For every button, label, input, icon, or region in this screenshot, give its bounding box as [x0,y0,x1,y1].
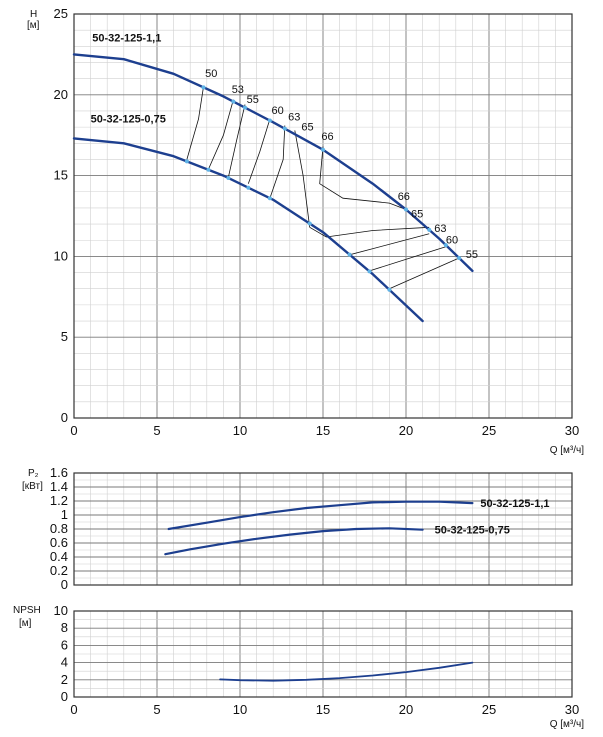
y-tick-label: 10 [54,603,68,618]
plot-frame [73,610,573,698]
y-tick-label: 2 [61,672,68,687]
h-axis-title: H [30,9,37,20]
series-label: 50-32-125-1,1 [92,32,161,44]
plot-frame [73,13,573,419]
efficiency-label: 53 [232,84,244,96]
efficiency-line [269,125,286,199]
x-tick-label: 0 [70,423,77,438]
efficiency-label: 63 [434,223,446,235]
npsh-axis-title: NPSH [13,605,41,616]
data-point [184,159,189,164]
y-tick-label: 6 [61,637,68,652]
series-line [167,500,474,531]
x-tick-label: 25 [482,423,496,438]
y-tick-label: 15 [54,168,68,183]
series-label: 50-32-125-1,1 [480,498,549,510]
y-tick-label: 0.2 [50,563,68,578]
efficiency-label: 66 [398,191,410,203]
efficiency-label: 63 [288,112,300,124]
h-axis-unit: [м] [27,20,40,31]
efficiency-line [319,146,407,210]
x-tick-label: 30 [565,702,579,717]
y-tick-label: 25 [54,6,68,21]
y-tick-label: 4 [61,655,68,670]
data-point [457,256,462,261]
q-axis-label-bottom: Q [м³/ч] [550,719,585,730]
q-axis-label-top: Q [м³/ч] [550,445,585,456]
efficiency-line [309,226,430,238]
efficiency-line [349,233,430,256]
npsh-axis-unit: [м] [19,618,32,629]
data-point [443,243,448,248]
data-point [201,85,206,90]
efficiency-label: 60 [446,234,458,246]
p-axis-title: P₂ [28,468,39,479]
x-tick-label: 25 [482,702,496,717]
efficiency-label: 66 [321,131,333,143]
data-point [226,176,231,181]
x-tick-label: 20 [399,702,413,717]
data-point [367,269,372,274]
data-point [246,185,251,190]
x-tick-label: 15 [316,702,330,717]
efficiency-line [208,99,234,170]
series-line [164,527,424,556]
x-tick-label: 5 [153,702,160,717]
x-tick-label: 20 [399,423,413,438]
data-point [427,227,432,232]
x-tick-label: 15 [316,423,330,438]
plot-frame [73,472,573,586]
data-point [404,207,408,212]
data-point [267,196,272,201]
efficiency-line [247,118,271,184]
series-line [72,53,474,273]
x-tick-label: 0 [70,702,77,717]
y-tick-label: 0.6 [50,535,68,550]
x-tick-label: 30 [565,423,579,438]
efficiency-line [186,86,204,160]
efficiency-label: 55 [466,249,478,261]
p-axis-unit: [кВт] [22,481,43,492]
x-tick-label: 10 [233,423,247,438]
efficiency-label: 60 [272,105,284,117]
y-tick-label: 0 [61,410,68,425]
series-line [219,661,474,682]
y-tick-label: 0.4 [50,549,68,564]
x-tick-label: 10 [233,702,247,717]
efficiency-label: 55 [247,94,259,106]
series-label: 50-32-125-0,75 [435,525,510,537]
x-tick-label: 5 [153,423,160,438]
series-line [72,137,424,323]
efficiency-label: 65 [301,121,313,133]
efficiency-line [389,257,460,290]
y-tick-label: 10 [54,248,68,263]
y-tick-label: 1 [61,507,68,522]
data-point [347,252,352,257]
data-point [282,126,287,131]
y-tick-label: 1.2 [50,493,68,508]
series-label: 50-32-125-0,75 [91,113,166,125]
data-point [267,118,272,123]
y-tick-label: 1.6 [50,465,68,480]
efficiency-line [294,130,311,228]
data-point [321,147,325,152]
y-tick-label: 1.4 [50,479,68,494]
efficiency-label: 50 [205,68,217,80]
efficiency-label: 65 [411,209,423,221]
data-point [206,167,211,172]
y-tick-label: 20 [54,87,68,102]
data-point [307,221,312,226]
y-tick-label: 0 [61,577,68,592]
y-tick-label: 8 [61,620,68,635]
y-tick-label: 0.8 [50,521,68,536]
data-point [387,287,392,292]
y-tick-label: 5 [61,329,68,344]
efficiency-line [228,104,246,178]
efficiency-line [369,246,446,272]
y-tick-label: 0 [61,689,68,704]
data-point [231,99,236,104]
data-point [242,105,247,110]
